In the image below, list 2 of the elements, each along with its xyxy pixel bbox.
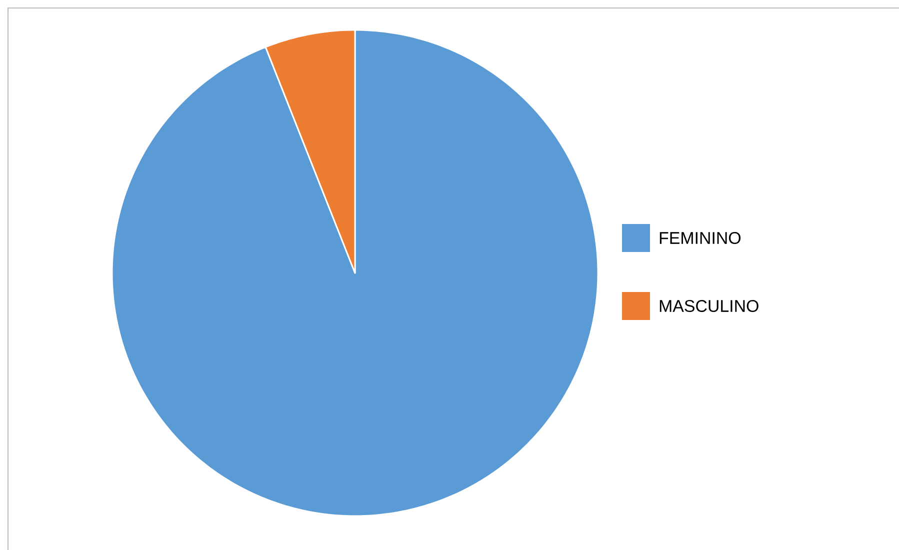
legend-label: FEMININO [660, 232, 741, 244]
legend-label: MASCULINO [660, 300, 758, 312]
